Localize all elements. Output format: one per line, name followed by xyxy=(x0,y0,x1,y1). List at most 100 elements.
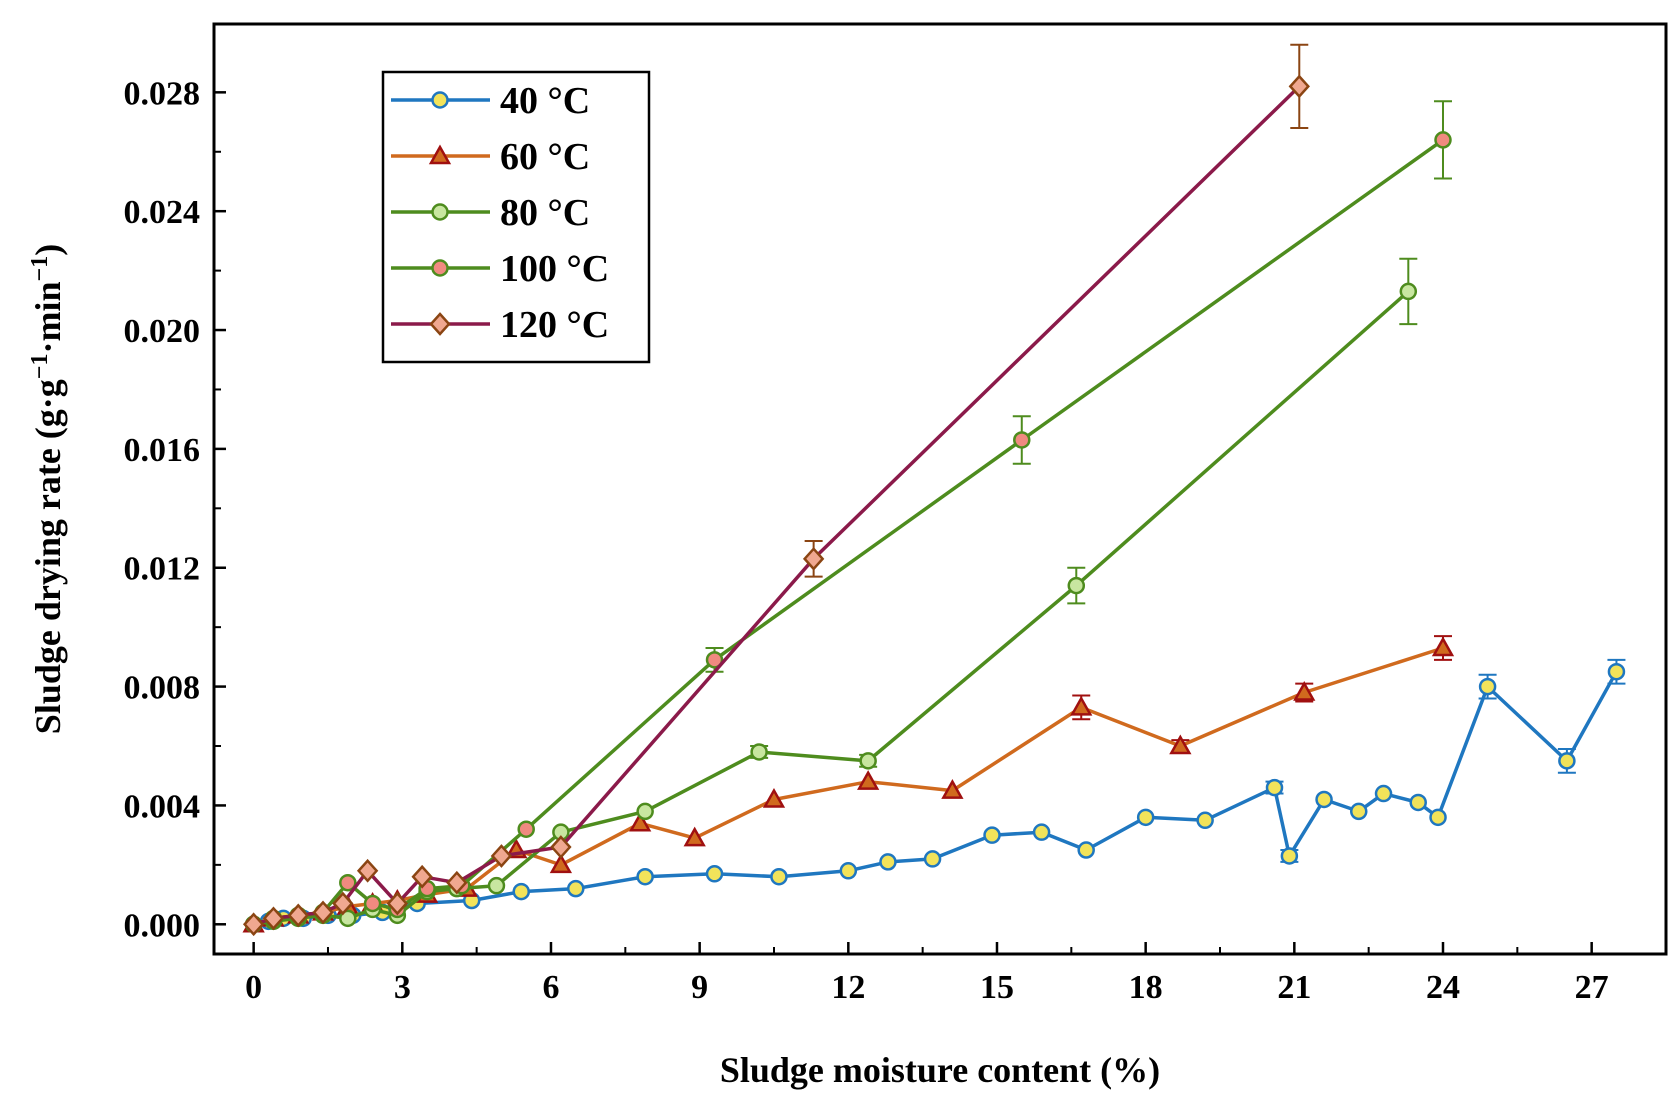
data-point xyxy=(1431,636,1455,657)
data-point xyxy=(1169,734,1192,755)
data-point xyxy=(446,870,468,895)
legend-item-1: 60 °C xyxy=(391,136,590,178)
legend-label: 100 °C xyxy=(500,248,609,290)
x-tick-label: 24 xyxy=(1426,969,1460,1006)
data-point xyxy=(859,752,877,770)
x-tick-label: 27 xyxy=(1575,969,1609,1006)
data-point xyxy=(1374,784,1393,803)
data-point xyxy=(386,891,409,916)
data-point xyxy=(1434,131,1452,149)
data-point xyxy=(941,779,964,799)
data-point xyxy=(549,853,573,874)
data-point xyxy=(332,891,354,916)
data-point xyxy=(1399,282,1418,301)
y-axis-title-sup2: −1 xyxy=(27,256,53,282)
legend-marker xyxy=(428,144,452,165)
axis-ticks xyxy=(214,91,1593,954)
data-point xyxy=(363,894,382,913)
data-point xyxy=(750,743,768,761)
series-4 xyxy=(242,43,1310,937)
x-tick-label: 6 xyxy=(542,969,559,1006)
y-tick-label: 0.008 xyxy=(124,670,201,707)
data-point xyxy=(1429,808,1447,827)
data-point xyxy=(1350,802,1368,821)
legend-items: 40 °C 60 °C 80 °C 100 °C 120 °C xyxy=(391,80,609,346)
y-axis-title-mid: ·min xyxy=(28,281,68,353)
data-point xyxy=(1067,576,1086,595)
data-point xyxy=(262,906,285,931)
data-point xyxy=(1409,793,1427,812)
data-point xyxy=(983,826,1001,844)
data-point xyxy=(1032,823,1051,841)
data-point xyxy=(636,867,654,886)
legend-label: 120 °C xyxy=(500,304,609,346)
data-point xyxy=(411,864,433,889)
legend-marker xyxy=(429,312,451,336)
data-point xyxy=(1558,752,1576,770)
data-point xyxy=(802,546,825,571)
data-point xyxy=(705,865,724,883)
x-tick-label: 3 xyxy=(394,969,411,1006)
x-tick-label: 9 xyxy=(691,969,708,1006)
data-point xyxy=(1077,841,1095,859)
data-point xyxy=(1288,74,1310,99)
x-tick-label: 21 xyxy=(1277,969,1311,1006)
series-line xyxy=(253,290,1410,927)
data-point xyxy=(839,862,858,880)
legend-marker xyxy=(431,259,449,277)
x-tick-label: 0 xyxy=(245,969,262,1006)
data-point xyxy=(339,873,357,892)
y-axis-title-sup1: −1 xyxy=(27,354,53,380)
y-tick-label: 0.028 xyxy=(124,75,201,112)
legend-label: 60 °C xyxy=(500,136,590,178)
y-axis-title-main: Sludge drying rate (g·g xyxy=(28,379,68,734)
data-point xyxy=(567,879,585,898)
y-tick-label: 0.024 xyxy=(124,194,201,231)
data-point xyxy=(705,651,724,669)
legend-label: 80 °C xyxy=(500,192,590,234)
data-point xyxy=(512,882,530,901)
y-tick-label: 0.000 xyxy=(124,907,201,944)
data-point xyxy=(770,867,788,886)
legend-item-2: 80 °C xyxy=(391,192,590,234)
x-axis-title: Sludge moisture content (%) xyxy=(720,1050,1160,1090)
legend-item-4: 120 °C xyxy=(391,304,609,346)
legend-item-3: 100 °C xyxy=(391,248,609,290)
data-point xyxy=(487,876,506,895)
x-tick-label: 12 xyxy=(831,969,865,1006)
data-point xyxy=(242,912,265,937)
data-point xyxy=(636,802,654,821)
data-point xyxy=(517,820,535,838)
y-axis-title: Sludge drying rate (g·g−1·min−1) xyxy=(27,244,68,734)
legend-box xyxy=(381,70,651,364)
data-point xyxy=(356,858,379,883)
data-point xyxy=(1607,662,1626,681)
x-tick-label: 18 xyxy=(1129,969,1163,1006)
y-tick-label: 0.012 xyxy=(124,551,201,588)
data-point xyxy=(1070,695,1093,716)
data-point xyxy=(1315,790,1333,809)
legend-marker xyxy=(431,203,449,221)
x-tick-label: 15 xyxy=(980,969,1014,1006)
data-point xyxy=(339,909,357,928)
data-point xyxy=(857,770,880,790)
data-point xyxy=(1265,778,1284,797)
data-point xyxy=(490,844,513,868)
legend-marker xyxy=(431,91,449,109)
data-point xyxy=(879,853,897,871)
data-point xyxy=(312,900,334,925)
series-0 xyxy=(244,658,1626,934)
tick-labels: 0 3 6 9 12 15 18 21 24 27 0.000 0.004 0.008 0.012 0.01… xyxy=(124,75,1609,1006)
y-axis-title-end: ) xyxy=(28,244,68,256)
data-point xyxy=(1136,808,1155,827)
data-point xyxy=(923,850,942,868)
y-tick-label: 0.004 xyxy=(124,788,201,825)
series-layer xyxy=(242,43,1626,937)
data-point xyxy=(1013,431,1031,449)
plot-frame xyxy=(212,22,1668,956)
data-point xyxy=(1478,677,1497,696)
legend: 40 °C 60 °C 80 °C 100 °C 120 °C xyxy=(381,70,651,364)
data-point xyxy=(550,835,572,859)
y-tick-label: 0.016 xyxy=(124,432,201,469)
